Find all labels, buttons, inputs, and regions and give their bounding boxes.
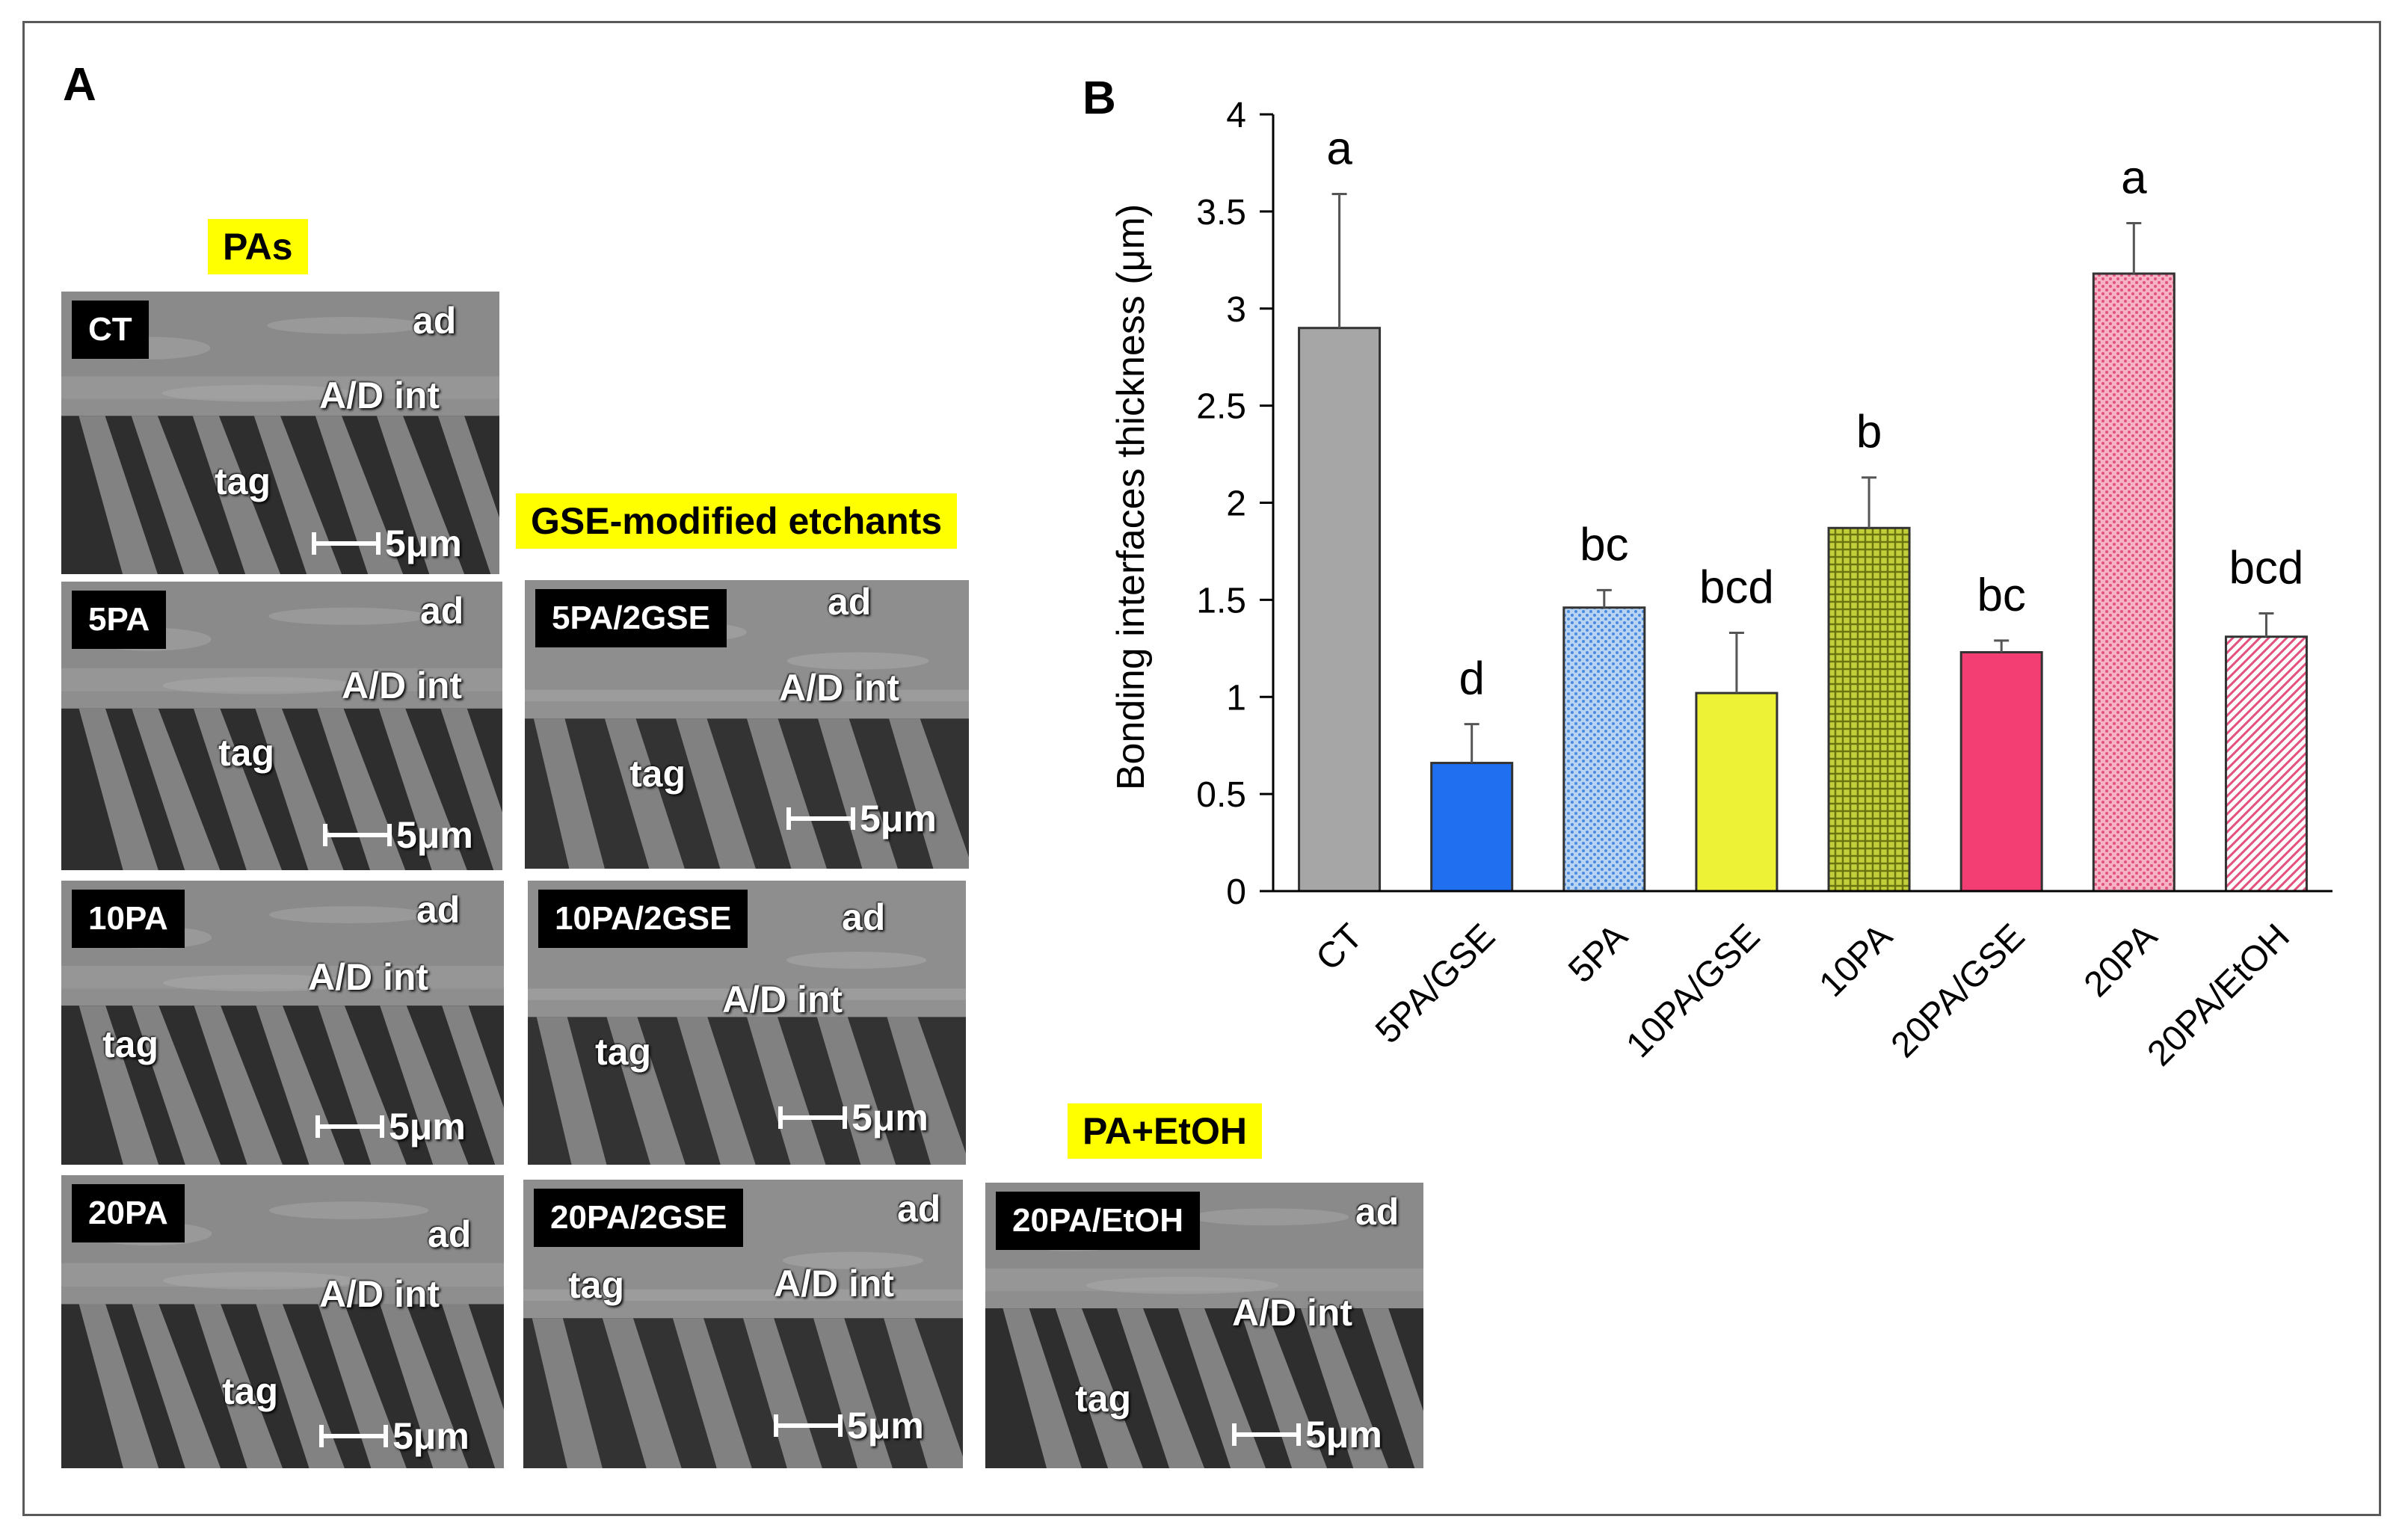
scale-bar: 5μm xyxy=(323,813,473,857)
micrograph-label: 10PA/2GSE xyxy=(538,890,748,948)
significance-letter: bcd xyxy=(1699,562,1774,614)
y-tick-label: 3.5 xyxy=(1196,193,1246,232)
scale-bar: 5μm xyxy=(774,1404,924,1447)
x-tick-label: 10PA/GSE xyxy=(1619,917,1767,1065)
y-tick-label: 4 xyxy=(1226,96,1246,135)
panel-b-letter: B xyxy=(1083,73,1116,124)
tag-label: tag xyxy=(102,1023,158,1065)
significance-letter: bc xyxy=(1580,519,1628,570)
x-tick-label: 5PA/GSE xyxy=(1368,917,1503,1051)
group-label-pas: PAs xyxy=(208,219,308,274)
y-tick-label: 2.5 xyxy=(1196,387,1246,427)
bar-20pa xyxy=(2092,272,2175,893)
bar-5pa xyxy=(1562,606,1646,893)
scale-bar: 5μm xyxy=(312,522,462,565)
bars-group: a d bc bcd b bc a bcd xyxy=(1298,123,2308,893)
tag-label: tag xyxy=(595,1031,651,1073)
interface-label: A/D int xyxy=(779,667,900,709)
micrograph-5pa-2gse: 5PA/2GSE ad A/D int tag 5μm xyxy=(525,580,969,869)
bar-5pa-gse xyxy=(1430,762,1514,893)
micrograph-10pa-2gse: 10PA/2GSE ad A/D int tag 5μm xyxy=(528,881,966,1165)
micrograph-label: 5PA xyxy=(72,591,167,649)
interface-label: A/D int xyxy=(722,979,843,1020)
scale-bar: 5μm xyxy=(319,1414,469,1458)
bar-20pa-gse xyxy=(1959,651,2043,893)
significance-letter: a xyxy=(2121,152,2147,203)
y-axis: 0 0.5 1 1.5 2 2.5 3 3.5 4 xyxy=(1196,96,1275,912)
micrograph-label: 20PA/EtOH xyxy=(996,1192,1201,1250)
bar-10pa-gse xyxy=(1695,692,1779,893)
x-tick-label: 20PA/GSE xyxy=(1884,917,2033,1065)
interface-label: A/D int xyxy=(342,665,463,706)
micrograph-20pa-2gse: 20PA/2GSE ad A/D int tag 5μm xyxy=(523,1180,963,1468)
y-tick-label: 0 xyxy=(1226,872,1246,912)
micrograph-label: 10PA xyxy=(72,890,185,948)
panel-a-letter: A xyxy=(63,59,96,111)
adhesive-label: ad xyxy=(828,581,872,623)
tag-label: tag xyxy=(1075,1378,1131,1420)
interface-label: A/D int xyxy=(319,375,440,416)
tag-label: tag xyxy=(215,461,271,502)
tag-label: tag xyxy=(222,1370,278,1412)
adhesive-label: ad xyxy=(1355,1191,1399,1233)
interface-label: A/D int xyxy=(308,956,429,998)
y-axis-title: Bonding interfaces thickness (μm) xyxy=(1109,204,1153,790)
scale-bar: 5μm xyxy=(786,797,937,840)
micrograph-10pa: 10PA ad A/D int tag 5μm xyxy=(61,881,504,1165)
micrograph-ct: CT ad A/D int tag 5μm xyxy=(61,292,499,574)
y-tick-label: 0.5 xyxy=(1196,775,1246,815)
adhesive-label: ad xyxy=(413,300,457,342)
micrograph-20pa: 20PA ad A/D int tag 5μm xyxy=(61,1175,504,1468)
y-tick-label: 3 xyxy=(1226,290,1246,330)
bar-10pa xyxy=(1827,526,1911,893)
group-label-gse: GSE-modified etchants xyxy=(516,493,958,549)
micrograph-20pa-etoh: 20PA/EtOH ad A/D int tag 5μm xyxy=(985,1183,1423,1468)
scale-bar: 5μm xyxy=(778,1096,929,1139)
micrograph-label: 20PA/2GSE xyxy=(534,1189,744,1247)
y-tick-label: 2 xyxy=(1226,484,1246,524)
tag-label: tag xyxy=(218,732,274,774)
adhesive-label: ad xyxy=(842,896,886,938)
tag-label: tag xyxy=(629,753,686,795)
micrograph-label: 20PA xyxy=(72,1184,185,1242)
adhesive-label: ad xyxy=(416,889,461,931)
x-tick-label: 5PA xyxy=(1561,917,1635,991)
x-tick-label: 20PA/EtOH xyxy=(2140,917,2297,1074)
interface-label: A/D int xyxy=(1232,1292,1353,1334)
micrograph-label: CT xyxy=(72,301,149,359)
significance-letter: bc xyxy=(1977,570,2025,621)
x-tick-label: 10PA xyxy=(1812,917,1900,1005)
adhesive-label: ad xyxy=(897,1188,941,1230)
significance-letter: bcd xyxy=(2229,543,2303,594)
bar-ct xyxy=(1298,327,1382,893)
x-tick-label: 20PA xyxy=(2077,917,2165,1005)
micrograph-label: 5PA/2GSE xyxy=(535,589,727,647)
significance-letter: b xyxy=(1856,407,1882,458)
interface-label: A/D int xyxy=(774,1263,895,1305)
interface-label: A/D int xyxy=(319,1273,440,1315)
significance-letter: a xyxy=(1326,123,1352,174)
significance-letter: d xyxy=(1459,653,1484,705)
tag-label: tag xyxy=(568,1264,624,1306)
scale-bar: 5μm xyxy=(315,1105,466,1148)
x-tick-label: CT xyxy=(1308,917,1370,979)
adhesive-label: ad xyxy=(420,590,464,632)
adhesive-label: ad xyxy=(428,1213,472,1255)
scale-bar: 5μm xyxy=(1232,1413,1382,1456)
y-tick-label: 1 xyxy=(1226,678,1246,718)
group-label-etoh: PA+EtOH xyxy=(1068,1103,1262,1159)
micrograph-5pa: 5PA ad A/D int tag 5μm xyxy=(61,582,502,870)
bar-20pa-etoh xyxy=(2224,635,2308,893)
y-tick-label: 1.5 xyxy=(1196,581,1246,620)
